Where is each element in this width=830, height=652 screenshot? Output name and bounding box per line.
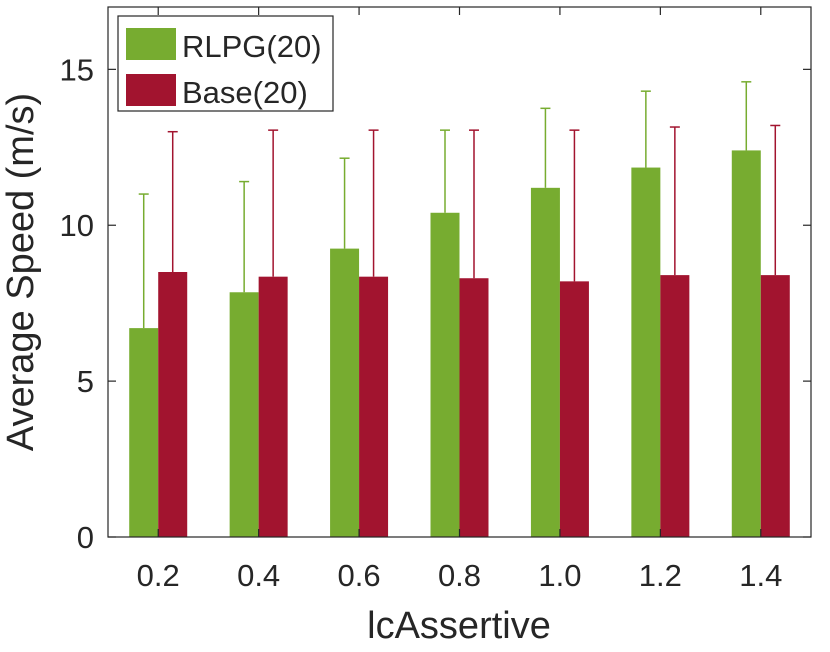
bar-base-1.0 (559, 281, 589, 537)
bars-layer (129, 150, 790, 538)
bar-base-1.2 (660, 275, 690, 537)
legend-swatch-base (126, 74, 176, 106)
y-axis-label: Average Speed (m/s) (0, 93, 42, 451)
bar-base-0.4 (258, 276, 288, 537)
bar-rlpg-1.4 (731, 150, 761, 538)
bar-base-0.6 (359, 276, 389, 537)
x-tick-label-0.4: 0.4 (237, 558, 280, 593)
bar-rlpg-1.0 (530, 187, 560, 537)
x-tick-label-1.2: 1.2 (639, 558, 682, 593)
legend-label-base: Base(20) (182, 75, 308, 110)
bar-rlpg-0.8 (430, 212, 460, 537)
legend: RLPG(20) Base(20) (117, 15, 334, 112)
x-tick-label-0.6: 0.6 (338, 558, 381, 593)
error-bars-layer (138, 81, 781, 329)
bar-base-1.4 (760, 275, 790, 537)
ticks-layer: 0 5 10 15 0.2 0.4 0.6 0.8 1.0 1.2 1.4 (60, 7, 811, 593)
y-tick-label-5: 5 (77, 364, 94, 399)
bar-rlpg-1.2 (631, 167, 661, 537)
bar-rlpg-0.6 (330, 248, 360, 537)
y-tick-label-15: 15 (60, 52, 94, 87)
x-tick-label-1.0: 1.0 (538, 558, 581, 593)
bar-base-0.2 (158, 272, 188, 537)
x-tick-label-1.4: 1.4 (739, 558, 782, 593)
y-tick-label-0: 0 (77, 520, 94, 555)
bar-rlpg-0.4 (229, 292, 259, 537)
x-tick-label-0.8: 0.8 (438, 558, 481, 593)
y-tick-label-10: 10 (60, 208, 94, 243)
legend-swatch-rlpg (126, 28, 176, 60)
legend-label-rlpg: RLPG(20) (182, 29, 322, 64)
x-tick-label-0.2: 0.2 (137, 558, 180, 593)
bar-rlpg-0.2 (129, 328, 159, 537)
bar-base-0.8 (459, 278, 489, 537)
x-axis-label: lcAssertive (367, 605, 551, 647)
